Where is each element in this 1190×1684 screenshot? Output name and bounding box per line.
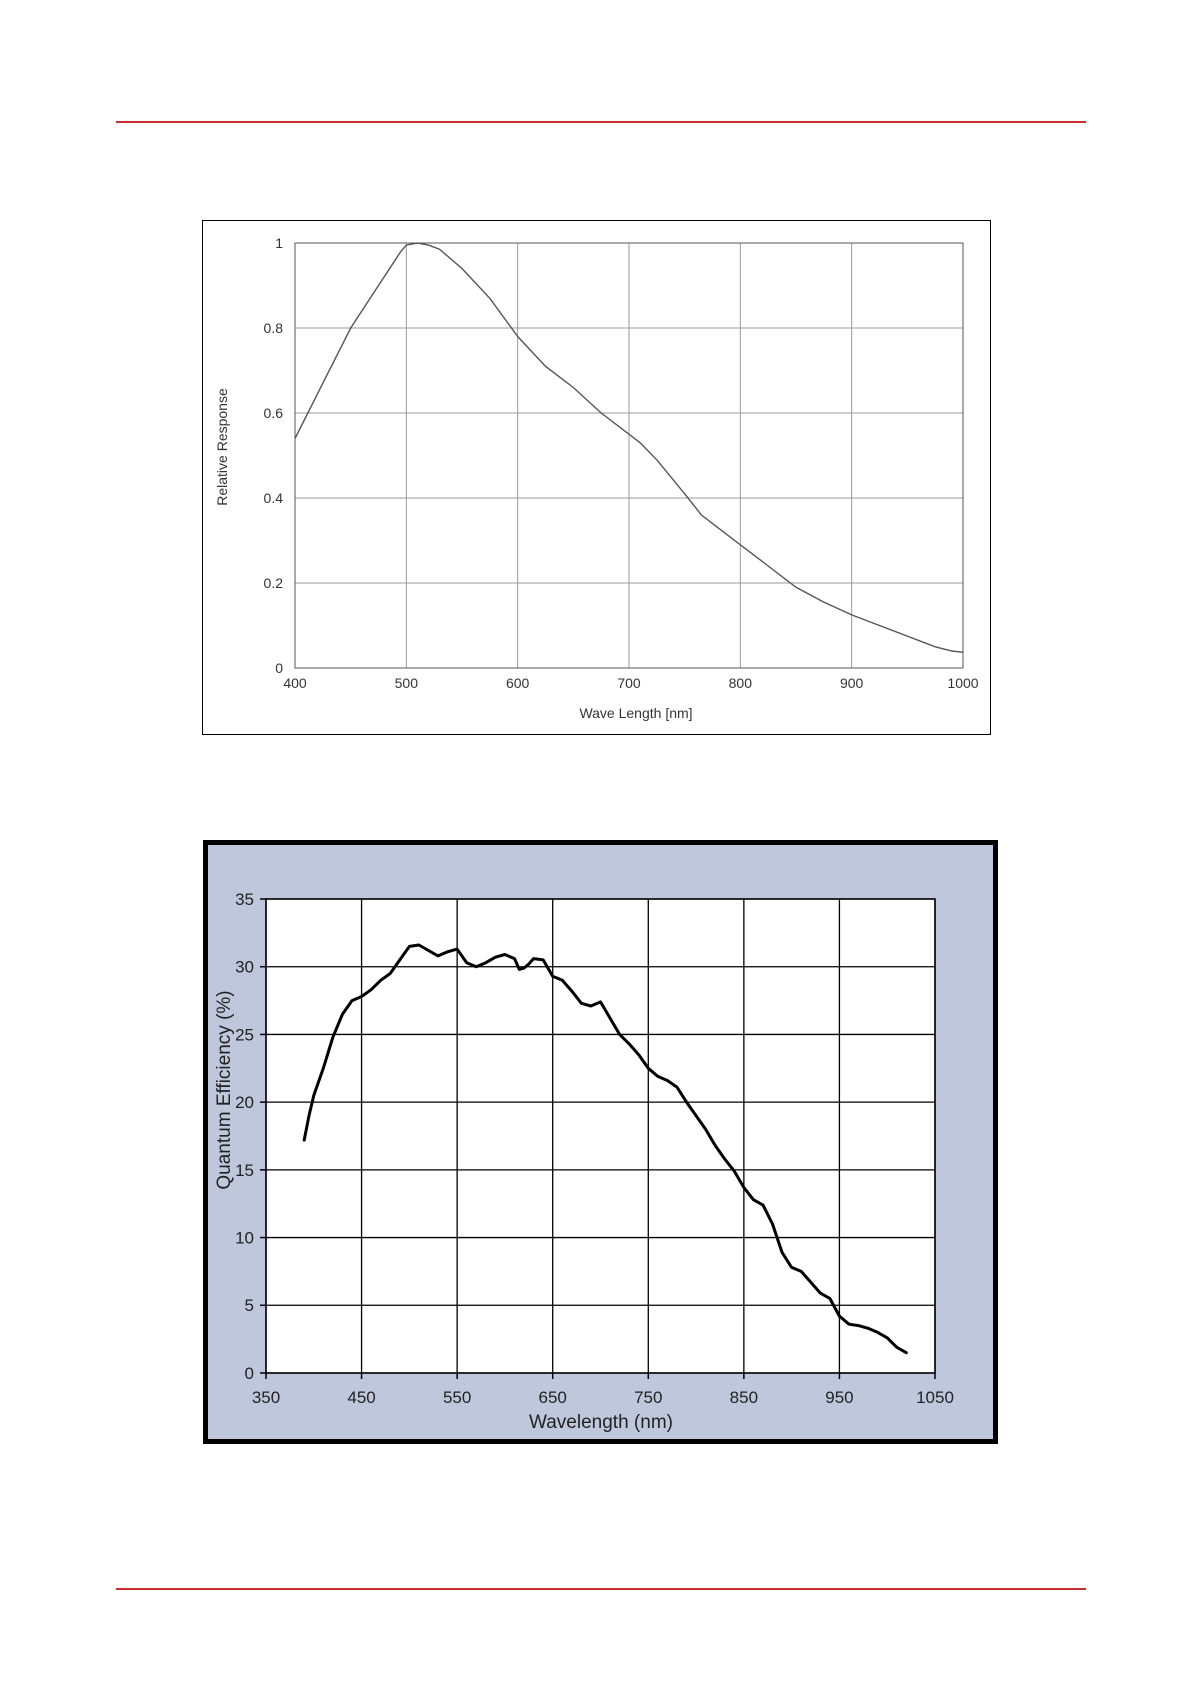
y-tick-label: 0.2 [264, 575, 284, 591]
x-tick-label: 800 [729, 675, 753, 691]
chart2-y-ticks: 0 5 10 15 20 25 30 35 [235, 890, 266, 1383]
chart2-grid [265, 898, 936, 1374]
relative-response-chart: 0 0.2 0.4 0.6 0.8 1 400 500 600 700 800 900 1000 Wa… [202, 220, 991, 735]
x-tick-label: 600 [506, 675, 530, 691]
x-tick-label: 500 [395, 675, 419, 691]
chart1-grid [294, 242, 964, 669]
x-tick-label: 350 [252, 1388, 280, 1407]
relative-response-chart-svg: 0 0.2 0.4 0.6 0.8 1 400 500 600 700 800 900 1000 Wa… [214, 235, 979, 721]
y-tick-label: 0.6 [264, 405, 284, 421]
x-tick-label: 450 [347, 1388, 375, 1407]
chart2-series-line [302, 943, 908, 1355]
y-tick-label: 1 [275, 235, 283, 251]
x-tick-label: 1050 [916, 1388, 954, 1407]
x-tick-label: 1000 [947, 675, 978, 691]
y-tick-label: 30 [235, 958, 254, 977]
x-tick-label: 850 [730, 1388, 758, 1407]
x-tick-label: 900 [840, 675, 864, 691]
footer-rule [116, 1588, 1086, 1590]
header-rule [116, 121, 1086, 123]
x-tick-label: 700 [617, 675, 641, 691]
y-tick-label: 10 [235, 1229, 254, 1248]
chart2-plot-area [265, 898, 936, 1374]
y-tick-label: 35 [235, 890, 254, 909]
x-tick-label: 650 [539, 1388, 567, 1407]
chart2-y-axis-label: Quantum Efficiency (%) [214, 990, 235, 1189]
y-tick-label: 0.8 [264, 320, 284, 336]
chart2-x-axis-label: Wavelength (nm) [529, 1412, 673, 1433]
quantum-efficiency-chart-svg: 0 5 10 15 20 25 30 35 350 450 550 650 750 850 950 1050… [208, 845, 993, 1439]
chart2-x-ticks: 350 450 550 650 750 850 950 1050 [252, 1373, 954, 1407]
chart1-x-ticks: 400 500 600 700 800 900 1000 [283, 675, 978, 691]
chart1-x-axis-label: Wave Length [nm] [579, 705, 692, 721]
x-tick-label: 400 [283, 675, 307, 691]
x-tick-label: 550 [443, 1388, 471, 1407]
y-tick-label: 0 [245, 1364, 254, 1383]
chart1-plot-area [294, 242, 964, 669]
y-tick-label: 5 [245, 1296, 254, 1315]
y-tick-label: 0 [275, 660, 283, 676]
y-tick-label: 0.4 [264, 490, 284, 506]
y-tick-label: 25 [235, 1025, 254, 1044]
quantum-efficiency-chart: 0 5 10 15 20 25 30 35 350 450 550 650 750 850 950 1050… [203, 840, 998, 1444]
x-tick-label: 750 [634, 1388, 662, 1407]
y-tick-label: 20 [235, 1093, 254, 1112]
y-tick-label: 15 [235, 1161, 254, 1180]
x-tick-label: 950 [825, 1388, 853, 1407]
chart1-y-axis-label: Relative Response [214, 388, 230, 506]
chart1-series-line [294, 242, 964, 653]
chart1-y-ticks: 0 0.2 0.4 0.6 0.8 1 [264, 235, 284, 676]
